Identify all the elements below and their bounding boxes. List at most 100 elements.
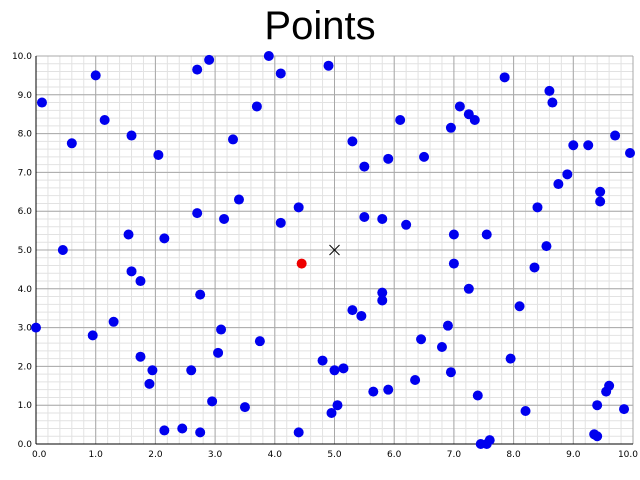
data-point: [562, 169, 573, 180]
y-tick-label: 4.0: [18, 285, 33, 295]
data-point: [87, 330, 98, 341]
data-point: [472, 390, 483, 401]
highlight-point: [296, 258, 307, 269]
data-point: [532, 202, 543, 213]
x-tick-labels: 0.0 1.0 2.0 3.0 4.0 5.0 6.0 7.0 8.0 9.0 10.0: [32, 450, 638, 460]
y-tick-label: 8.0: [18, 130, 33, 140]
x-tick-label: 8.0: [506, 450, 521, 460]
data-point: [359, 212, 370, 223]
y-tick-label: 0.0: [18, 440, 33, 450]
data-point: [192, 208, 203, 219]
data-point: [275, 217, 286, 228]
y-tick-labels: 0.0 1.0 2.0 3.0 4.0 5.0 6.0 7.0 8.0 9.0 10.0: [12, 52, 32, 450]
data-point: [135, 351, 146, 362]
data-point: [195, 289, 206, 300]
y-tick-label: 6.0: [18, 207, 33, 217]
data-point: [66, 138, 77, 149]
x-tick-label: 10.0: [618, 450, 638, 460]
data-point: [383, 384, 394, 395]
x-tick-label: 4.0: [268, 450, 283, 460]
data-point: [36, 97, 47, 108]
data-point: [147, 365, 158, 376]
data-point: [90, 70, 101, 81]
x-marker: [329, 244, 340, 256]
data-point: [57, 245, 68, 255]
data-point: [544, 85, 555, 96]
data-point: [481, 229, 492, 240]
data-points: [31, 51, 636, 449]
data-point: [619, 404, 630, 415]
data-point: [454, 101, 465, 112]
data-point: [610, 130, 621, 141]
x-tick-label: 1.0: [89, 450, 104, 460]
data-point: [445, 367, 456, 378]
data-point: [625, 148, 636, 158]
data-point: [377, 295, 388, 306]
data-point: [499, 72, 510, 83]
data-point: [547, 97, 558, 108]
data-point: [213, 347, 224, 358]
data-point: [326, 407, 337, 418]
y-tick-label: 7.0: [18, 168, 33, 178]
data-point: [233, 194, 244, 205]
data-point: [329, 365, 340, 376]
data-point: [359, 161, 370, 172]
data-point: [377, 213, 388, 224]
data-point: [99, 115, 110, 126]
data-point: [228, 134, 239, 145]
data-point: [347, 136, 358, 147]
data-point: [239, 402, 250, 413]
data-point: [192, 64, 203, 75]
data-point: [126, 130, 137, 141]
data-point: [135, 276, 146, 287]
y-tick-label: 3.0: [18, 324, 33, 334]
data-point: [442, 320, 453, 331]
data-point: [383, 153, 394, 164]
data-point: [347, 305, 358, 316]
y-tick-label: 1.0: [18, 401, 33, 411]
data-point: [592, 400, 603, 411]
y-tick-label: 10.0: [12, 52, 32, 62]
data-point: [448, 258, 459, 269]
data-point: [553, 179, 564, 190]
data-point: [332, 400, 343, 411]
data-point: [123, 229, 134, 240]
x-tick-label: 0.0: [32, 450, 47, 460]
data-point: [410, 374, 421, 385]
data-point: [463, 283, 474, 294]
data-point: [445, 122, 456, 133]
data-point: [186, 365, 197, 376]
data-point: [529, 262, 540, 273]
data-point: [356, 310, 367, 321]
data-point: [219, 213, 230, 224]
x-tick-label: 2.0: [148, 450, 163, 460]
data-point: [368, 386, 379, 397]
data-point: [592, 431, 603, 442]
data-point: [520, 406, 531, 417]
data-point: [251, 101, 262, 112]
chart-title: Points: [264, 4, 376, 48]
data-point: [177, 423, 188, 434]
data-point: [195, 427, 206, 438]
data-point: [484, 435, 495, 446]
data-point: [317, 355, 328, 366]
x-marker-stroke: [329, 244, 340, 256]
data-point: [144, 378, 155, 389]
data-point: [604, 380, 615, 391]
highlight-point-group: [296, 258, 307, 269]
center-marker-group: [329, 244, 340, 256]
data-point: [583, 140, 594, 151]
data-point: [469, 115, 480, 126]
data-point: [568, 140, 579, 151]
data-point: [108, 316, 119, 327]
y-tick-label: 2.0: [18, 362, 33, 372]
x-tick-label: 9.0: [566, 450, 581, 460]
data-point: [263, 51, 274, 61]
data-point: [323, 60, 334, 71]
data-point: [216, 324, 227, 335]
x-tick-label: 7.0: [447, 450, 462, 460]
data-point: [377, 287, 388, 298]
data-point: [153, 149, 164, 160]
data-point: [514, 301, 525, 312]
